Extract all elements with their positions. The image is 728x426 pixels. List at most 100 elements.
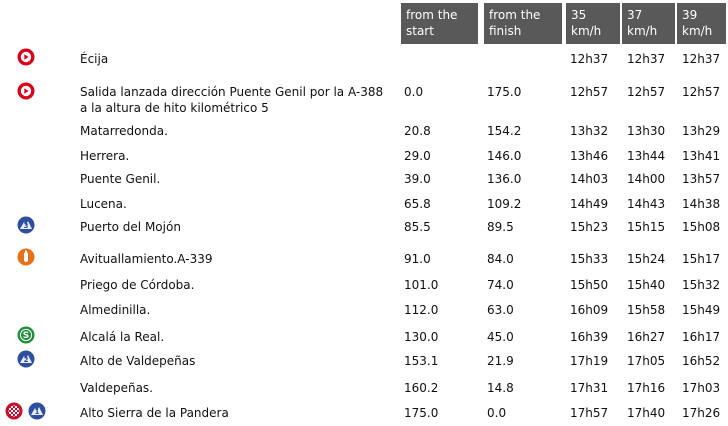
row-icons: S xyxy=(0,326,62,349)
distance-from-finish: 74.0 xyxy=(487,278,514,292)
distance-from-start: 39.0 xyxy=(404,172,431,186)
location-name: Alto Sierra de la Pandera xyxy=(80,406,229,420)
location-name: Herrera. xyxy=(80,149,130,163)
svg-text:2: 2 xyxy=(24,356,29,364)
location-name: Salida lanzada dirección Puente Genil po… xyxy=(80,85,384,115)
distance-from-start: 153.1 xyxy=(404,354,439,368)
distance-from-start: 29.0 xyxy=(404,149,431,163)
time-39kmh: 14h38 xyxy=(682,197,721,211)
location-name: Alto de Valdepeñas xyxy=(80,354,196,368)
time-35kmh: 12h37 xyxy=(570,52,609,66)
row-icons xyxy=(0,302,62,322)
row-icons xyxy=(0,123,62,143)
svg-text:3: 3 xyxy=(24,222,29,230)
time-35kmh: 17h31 xyxy=(570,381,609,395)
distance-from-finish: 175.0 xyxy=(487,85,522,99)
time-39kmh: 13h57 xyxy=(682,172,721,186)
header-from-start-line2: start xyxy=(406,24,434,38)
location-name: Almedinilla. xyxy=(80,303,151,317)
time-37kmh: 12h37 xyxy=(627,52,666,66)
time-39kmh: 17h26 xyxy=(682,406,721,420)
header-from-finish-line1: from the xyxy=(489,8,541,22)
header-speed-35: 35 km/h xyxy=(566,3,620,44)
climb-2-icon: 2 xyxy=(17,350,35,368)
distance-from-finish: 14.8 xyxy=(487,381,514,395)
distance-from-start: 85.5 xyxy=(404,220,431,234)
header-from-finish: from the finish xyxy=(484,3,562,44)
time-39kmh: 12h37 xyxy=(682,52,721,66)
time-35kmh: 16h39 xyxy=(570,330,609,344)
row-icons: 1 xyxy=(0,402,62,425)
time-37kmh: 17h05 xyxy=(627,354,666,368)
time-35kmh: 12h57 xyxy=(570,85,609,99)
time-37kmh: 12h57 xyxy=(627,85,666,99)
time-39kmh: 15h08 xyxy=(682,220,721,234)
time-39kmh: 13h29 xyxy=(682,124,721,138)
row-icons xyxy=(0,196,62,216)
time-37kmh: 15h15 xyxy=(627,220,666,234)
row-icons xyxy=(0,148,62,168)
distance-from-start: 130.0 xyxy=(404,330,439,344)
header-speed-35-unit: km/h xyxy=(571,24,602,38)
header-speed-35-value: 35 xyxy=(571,8,587,22)
feed-zone-icon xyxy=(17,248,35,266)
time-35kmh: 15h50 xyxy=(570,278,609,292)
time-39kmh: 15h32 xyxy=(682,278,721,292)
time-35kmh: 17h57 xyxy=(570,406,609,420)
sprint-icon: S xyxy=(17,326,35,344)
time-35kmh: 17h19 xyxy=(570,354,609,368)
time-37kmh: 16h27 xyxy=(627,330,666,344)
start-icon xyxy=(17,48,35,66)
time-37kmh: 15h40 xyxy=(627,278,666,292)
distance-from-start: 65.8 xyxy=(404,197,431,211)
header-from-finish-line2: finish xyxy=(489,24,522,38)
time-35kmh: 15h33 xyxy=(570,252,609,266)
distance-from-start: 101.0 xyxy=(404,278,439,292)
start-icon xyxy=(17,82,35,100)
location-name: Lucena. xyxy=(80,197,127,211)
distance-from-finish: 63.0 xyxy=(487,303,514,317)
time-37kmh: 14h43 xyxy=(627,197,666,211)
time-35kmh: 15h23 xyxy=(570,220,609,234)
time-37kmh: 17h40 xyxy=(627,406,666,420)
distance-from-start: 0.0 xyxy=(404,85,424,99)
time-37kmh: 13h44 xyxy=(627,149,666,163)
header-speed-39-unit: km/h xyxy=(682,24,713,38)
location-name: Priego de Córdoba. xyxy=(80,278,195,292)
header-speed-39: 39 km/h xyxy=(677,3,726,44)
row-icons xyxy=(0,277,62,297)
distance-from-start: 91.0 xyxy=(404,252,431,266)
header-from-start-line1: from the xyxy=(406,8,458,22)
row-icons: 2 xyxy=(0,350,62,373)
time-35kmh: 14h49 xyxy=(570,197,609,211)
location-name: Puente Genil. xyxy=(80,172,161,186)
header-from-start: from the start xyxy=(401,3,478,44)
distance-from-start: 112.0 xyxy=(404,303,439,317)
location-name: Puerto del Mojón xyxy=(80,220,181,234)
row-icons xyxy=(0,380,62,400)
distance-from-start: 175.0 xyxy=(404,406,439,420)
time-37kmh: 15h58 xyxy=(627,303,666,317)
time-35kmh: 13h32 xyxy=(570,124,609,138)
time-37kmh: 17h16 xyxy=(627,381,666,395)
header-speed-39-value: 39 xyxy=(682,8,698,22)
time-39kmh: 16h17 xyxy=(682,330,721,344)
distance-from-start: 160.2 xyxy=(404,381,439,395)
distance-from-finish: 136.0 xyxy=(487,172,522,186)
distance-from-finish: 45.0 xyxy=(487,330,514,344)
time-37kmh: 15h24 xyxy=(627,252,666,266)
row-icons xyxy=(0,82,62,104)
time-35kmh: 14h03 xyxy=(570,172,609,186)
distance-from-finish: 146.0 xyxy=(487,149,522,163)
time-35kmh: 16h09 xyxy=(570,303,609,317)
time-39kmh: 15h49 xyxy=(682,303,721,317)
svg-text:S: S xyxy=(23,331,29,341)
row-icons xyxy=(0,248,62,271)
header-speed-37-value: 37 xyxy=(627,8,643,22)
distance-from-finish: 0.0 xyxy=(487,406,507,420)
time-39kmh: 17h03 xyxy=(682,381,721,395)
location-name: Écija xyxy=(80,52,109,66)
location-name: Avituallamiento.A-339 xyxy=(80,252,213,266)
location-name: Valdepeñas. xyxy=(80,381,153,395)
